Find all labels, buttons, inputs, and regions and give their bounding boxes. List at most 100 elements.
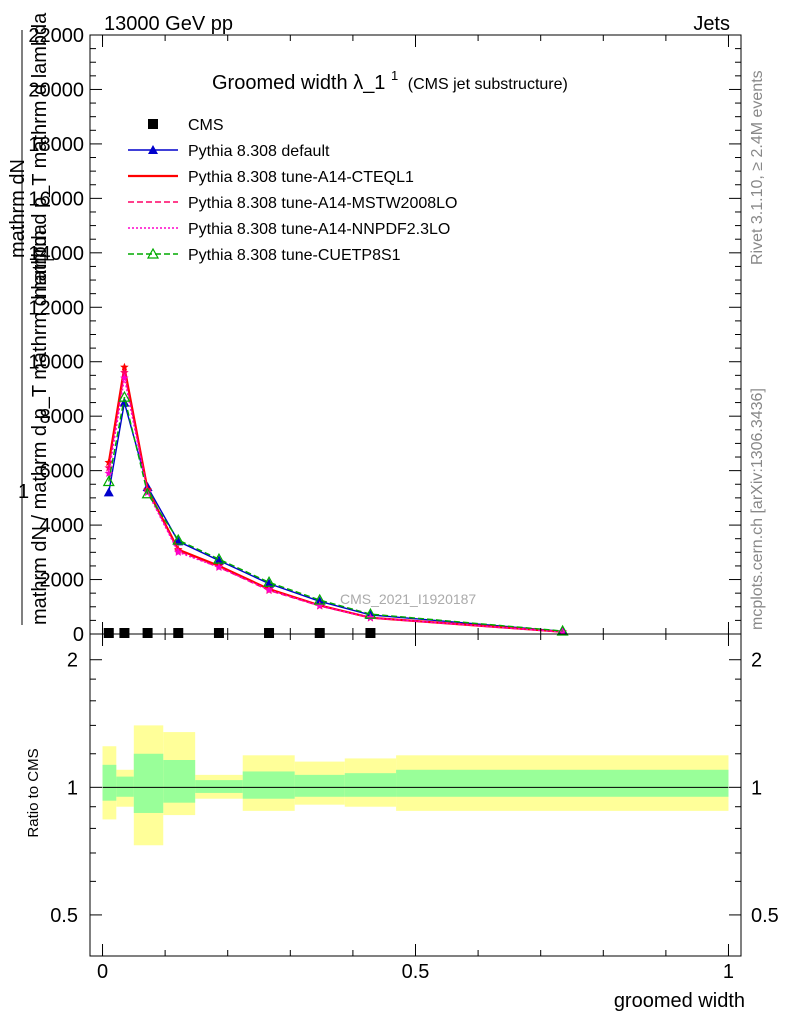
uncertainty-band-inner [133,753,164,813]
legend-marker [148,119,158,129]
legend-marker [148,145,158,154]
legend-item: Pythia 8.308 tune-A14-CTEQL1 [128,169,414,186]
series-0 [103,628,376,638]
data-point [104,458,114,467]
main-y-tick-label: 0 [73,624,84,646]
main-y-tick-label: 2000 [40,570,85,592]
main-y-tick-label: 16000 [28,188,84,210]
main-y-tick-label: 10000 [28,352,84,374]
data-point [104,468,114,477]
ylabel-numerator-bottom: mathrm d p_T mathrm d lambda [29,12,51,298]
ylabel-numerator-top: mathrm dN [7,159,29,258]
main-y-tick-label: 14000 [28,243,84,265]
main-y-tick-label: 20000 [28,79,84,101]
series-4 [104,373,567,636]
uncertainty-band-inner [116,776,134,797]
uncertainty-band-inner [294,774,345,797]
data-point [120,373,129,382]
x-tick-label: 0 [97,961,108,983]
main-y-axis-label: 1 mathrm dN mathrm d p_T mathrm d lambda… [7,12,57,625]
title-subtitle: (CMS jet substructure) [408,76,568,93]
main-y-tick-label: 22000 [28,25,84,47]
mcplots-label: mcplots.cern.ch [arXiv:1306.3436] [749,388,766,630]
ratio-y-tick-label: 0.5 [50,905,78,927]
ratio-y-tick-label: 2 [67,650,78,672]
data-point [365,628,376,638]
series-1 [103,397,568,636]
main-y-tick-label: 8000 [40,406,85,428]
legend-item: Pythia 8.308 tune-A14-MSTW2008LO [128,195,457,212]
chart-title: Groomed width λ_1 1 (CMS jet substructur… [212,63,568,94]
uncertainty-band-inner [102,764,117,801]
data-point [263,576,276,587]
series-3 [104,368,567,636]
uncertainty-band-inner [195,780,243,793]
series-line [107,366,563,633]
ylabel-denominator: mathrm dN / mathrm d p_T mathrm d lambda [29,223,51,625]
data-point [364,607,377,619]
legend-marker [146,247,160,259]
data-point [172,533,185,545]
legend-item: Pythia 8.308 default [128,143,330,160]
main-y-tick-label: 4000 [40,515,85,537]
uncertainty-band-inner [242,771,295,799]
ratio-y-tick-label: 1 [67,777,78,799]
x-tick-label: 1 [723,961,734,983]
analysis-watermark: CMS_2021_I1920187 [340,591,476,607]
data-point [264,578,275,588]
legend-label: Pythia 8.308 tune-CUETP8S1 [188,247,401,264]
legend-item: Pythia 8.308 tune-A14-NNPDF2.3LO [128,221,450,238]
main-y-tick-label: 12000 [28,297,84,319]
title-superscript: 1 [391,68,398,83]
data-point [558,627,567,636]
legend-label: Pythia 8.308 tune-A14-NNPDF2.3LO [188,221,450,238]
data-point [142,628,153,638]
title-lambda: λ_1 [353,72,385,94]
ratio-y-tick-label-right: 0.5 [751,905,779,927]
series-2 [104,362,567,636]
legend-label: Pythia 8.308 default [188,143,330,160]
main-y-tick-label: 18000 [28,134,84,156]
data-point [315,601,324,610]
x-tick-label: 0.5 [402,961,430,983]
rivet-version-label: Rivet 3.1.10, ≥ 2.4M events [749,70,766,265]
data-point [214,562,224,571]
series-line [108,402,563,632]
series-line [108,396,563,632]
data-point [173,628,184,638]
data-point [120,368,129,377]
header-right: Jets [693,13,730,35]
legend-item: Pythia 8.308 tune-CUETP8S1 [128,247,401,264]
legend-label: Pythia 8.308 tune-A14-CTEQL1 [188,169,414,186]
ylabel-numerator-subscript: T [41,255,57,264]
legend-label: CMS [188,117,224,134]
legend: CMS Pythia 8.308 default Pythia 8.308 tune… [128,117,457,264]
data-point [103,487,114,497]
data-point [119,397,130,407]
ratio-y-axis-label: Ratio to CMS [25,748,42,837]
uncertainty-band-inner [163,760,196,803]
data-point [314,628,325,638]
uncertainty-band-inner [396,769,729,797]
data-point [313,593,326,605]
data-point [104,463,114,472]
series-line [108,377,563,633]
ratio-y-tick-label-right: 1 [751,777,762,799]
data-point [141,487,154,499]
header-left: 13000 GeV pp [104,13,233,35]
data-point [118,390,131,402]
data-point [102,475,115,487]
uncertainty-band-inner [344,773,397,797]
series-5 [102,390,569,636]
data-point [103,628,114,638]
data-point [212,552,225,564]
data-point [174,547,183,556]
data-point [264,585,274,594]
main-y-tick-label: 6000 [40,461,85,483]
data-point [120,362,129,371]
ylabel-one: 1 [18,481,29,503]
data-point [314,596,325,606]
main-plot-panel: 0 2000 4000 6000 8000 10000 12000 14000 16000 180… [7,12,742,646]
data-point [213,628,224,638]
